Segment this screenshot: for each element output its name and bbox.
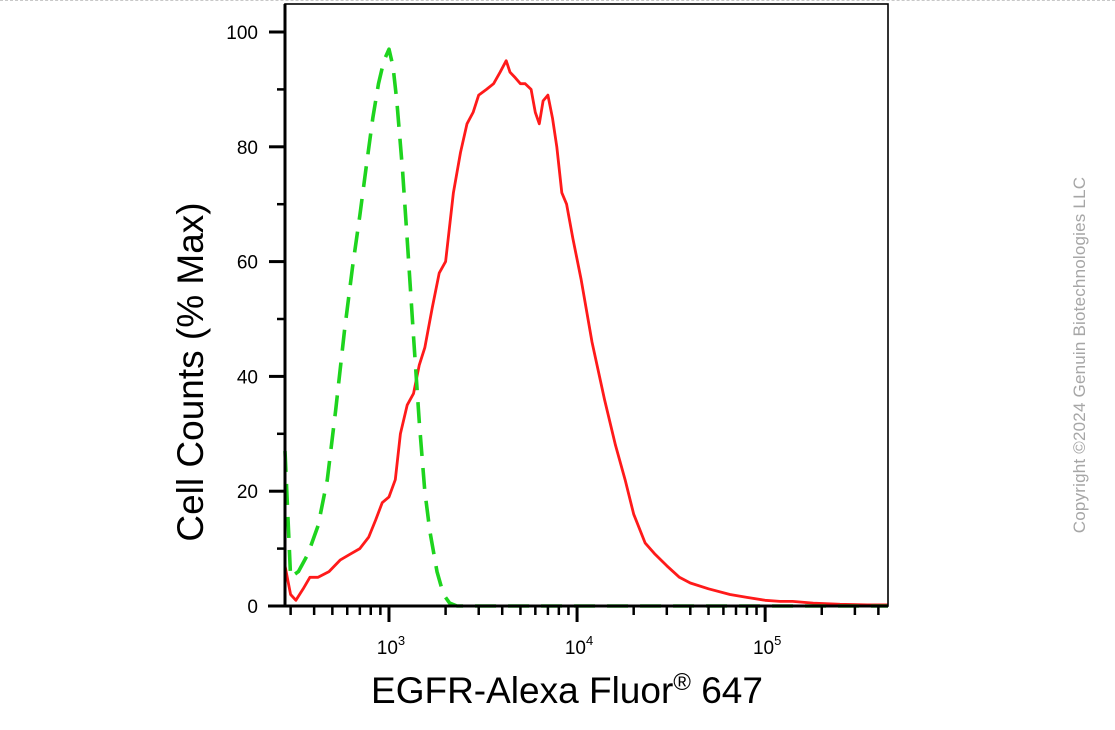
x-axis-ticks: 103 104 105 [289, 606, 880, 659]
series-layer [283, 47, 888, 608]
x-axis-label: EGFR-Alexa Fluor® 647 [371, 669, 763, 711]
series-line-dashed [283, 47, 888, 608]
series-line-solid [283, 59, 888, 607]
y-tick-label: 20 [237, 482, 258, 503]
x-tick-label: 105 [753, 633, 781, 659]
y-tick-label: 60 [237, 253, 258, 274]
y-tick-label: 80 [237, 138, 258, 159]
x-tick-label-exponent: 3 [398, 633, 405, 648]
x-tick-label-exponent: 4 [586, 633, 593, 648]
x-tick-label: 103 [377, 633, 405, 659]
x-tick-label-base: 10 [565, 638, 586, 659]
y-axis-label: Cell Counts (% Max) [170, 202, 211, 541]
x-axis-label-suffix: 647 [691, 670, 763, 711]
y-tick-label: 100 [226, 23, 258, 44]
copyright-notice: Copyright ©2024 Genuin Biotechnologies L… [1070, 176, 1089, 534]
x-tick-label-base: 10 [377, 638, 398, 659]
x-tick-label-base: 10 [753, 638, 774, 659]
x-axis-label-registered: ® [673, 669, 691, 696]
x-axis-label-main: EGFR-Alexa Fluor [371, 670, 673, 711]
x-tick-label-exponent: 5 [774, 633, 781, 648]
top-dashed-rule [0, 0, 1115, 1]
y-tick-label: 40 [237, 367, 258, 388]
y-tick-label: 0 [247, 597, 258, 618]
y-axis-ticks: 0 20 40 60 80 100 [226, 23, 285, 618]
x-tick-label: 104 [565, 633, 593, 659]
